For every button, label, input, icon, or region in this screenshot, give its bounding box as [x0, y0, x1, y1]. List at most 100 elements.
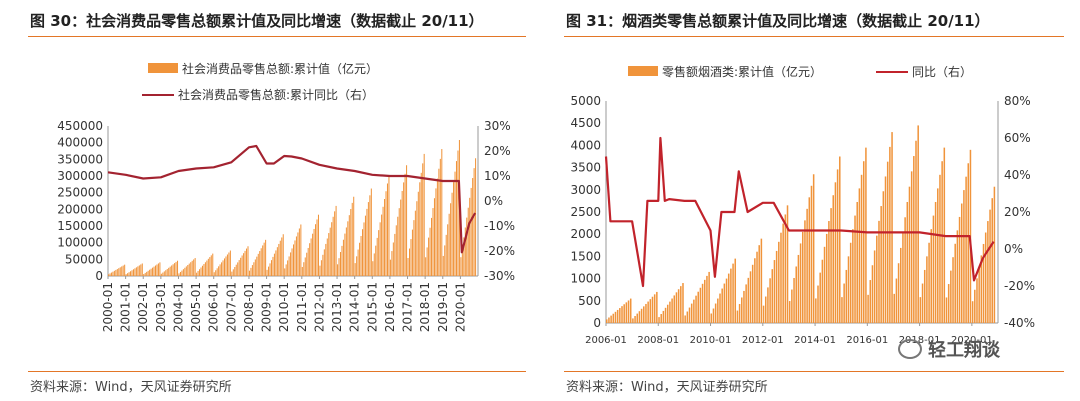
- bar: [451, 192, 453, 276]
- bar: [416, 201, 418, 276]
- bar: [244, 250, 246, 276]
- y-tick-label-right: 80%: [1004, 94, 1031, 108]
- bar: [335, 205, 337, 276]
- bar: [404, 173, 406, 276]
- bar: [366, 208, 368, 276]
- bar: [323, 249, 325, 276]
- bar: [436, 178, 438, 276]
- bar: [334, 211, 336, 276]
- bar: [414, 210, 416, 276]
- y-tick-label-left: 350000: [57, 152, 103, 166]
- chart-panel-30: 图 30：社会消费品零售总额累计值及同比增速（数据截止 20/11） 社会消费品…: [0, 0, 530, 401]
- title-rule: [28, 36, 526, 37]
- bar: [345, 227, 347, 276]
- bar: [971, 301, 974, 323]
- bar: [821, 259, 824, 323]
- bar: [438, 168, 440, 276]
- bar: [213, 272, 215, 276]
- bar: [141, 263, 143, 276]
- bar: [130, 271, 132, 276]
- bar: [839, 156, 841, 323]
- bar: [684, 315, 686, 323]
- bar: [917, 125, 919, 323]
- bar: [664, 307, 667, 323]
- y-tick-label-left: 200000: [57, 202, 103, 216]
- bar: [960, 203, 963, 323]
- bar: [775, 250, 778, 323]
- bar: [419, 182, 421, 276]
- bar: [360, 235, 362, 276]
- bar: [738, 304, 741, 323]
- bar: [143, 273, 145, 276]
- bar: [632, 318, 634, 323]
- bar: [723, 283, 726, 323]
- bar: [978, 266, 980, 323]
- bar: [651, 296, 654, 323]
- bar: [843, 283, 845, 323]
- bar: [163, 271, 165, 276]
- x-tick-label: 2003-01: [154, 282, 168, 332]
- bar: [923, 269, 926, 323]
- bar: [865, 147, 867, 323]
- bar: [328, 233, 330, 276]
- bar: [353, 196, 355, 276]
- bar: [291, 248, 293, 276]
- bar: [344, 233, 346, 276]
- bar: [647, 301, 649, 323]
- bar: [856, 201, 858, 323]
- bar: [121, 266, 123, 276]
- legend-label-line: 同比（右）: [912, 64, 972, 79]
- y-tick-label-right: 10%: [484, 169, 511, 183]
- bar: [206, 260, 208, 276]
- bar: [869, 280, 872, 323]
- bar: [386, 183, 388, 276]
- bar: [934, 201, 937, 323]
- bar: [669, 301, 671, 323]
- bar: [157, 263, 159, 276]
- bar: [138, 265, 140, 276]
- bar: [369, 195, 371, 276]
- bar: [315, 224, 317, 276]
- bar: [350, 209, 352, 276]
- bar: [767, 287, 769, 323]
- bar: [963, 190, 965, 323]
- bar: [717, 298, 719, 323]
- legend-label-bar: 零售额烟酒类:累计值（亿元）: [662, 64, 822, 79]
- bar: [958, 216, 961, 323]
- bar: [806, 208, 808, 323]
- bar: [891, 132, 893, 323]
- bar: [682, 283, 684, 323]
- bar: [382, 206, 384, 276]
- bar: [266, 269, 268, 276]
- bar: [144, 272, 146, 276]
- x-tick-label: 2005-01: [189, 282, 203, 332]
- bar: [673, 295, 676, 323]
- y-tick-label-right: 60%: [1004, 131, 1031, 145]
- bar: [464, 227, 466, 276]
- bar: [146, 271, 148, 276]
- bar: [784, 214, 787, 323]
- bar: [893, 293, 895, 323]
- bar: [209, 257, 211, 276]
- bar: [221, 262, 223, 276]
- bar: [279, 240, 281, 276]
- bar: [341, 245, 343, 276]
- bar: [836, 169, 839, 323]
- y-tick-label-right: 0%: [484, 194, 503, 208]
- bar: [118, 268, 120, 276]
- bar: [207, 258, 209, 276]
- bar: [356, 256, 358, 276]
- bar: [389, 259, 391, 276]
- x-tick-label: 2018-01: [899, 335, 941, 346]
- chart-30-plot: 社会消费品零售总额:累计值（亿元） 社会消费品零售总额:累计同比（右） 0 50000…: [57, 61, 515, 332]
- bar: [272, 256, 274, 276]
- bar: [727, 273, 730, 323]
- y-tick-label-right: 20%: [1004, 205, 1031, 219]
- y-tick-label-right: 0%: [1004, 242, 1023, 256]
- bar: [895, 278, 898, 323]
- bar: [708, 271, 710, 323]
- bar: [982, 243, 985, 323]
- bar: [937, 188, 939, 323]
- bar: [656, 291, 658, 323]
- bar: [290, 252, 292, 276]
